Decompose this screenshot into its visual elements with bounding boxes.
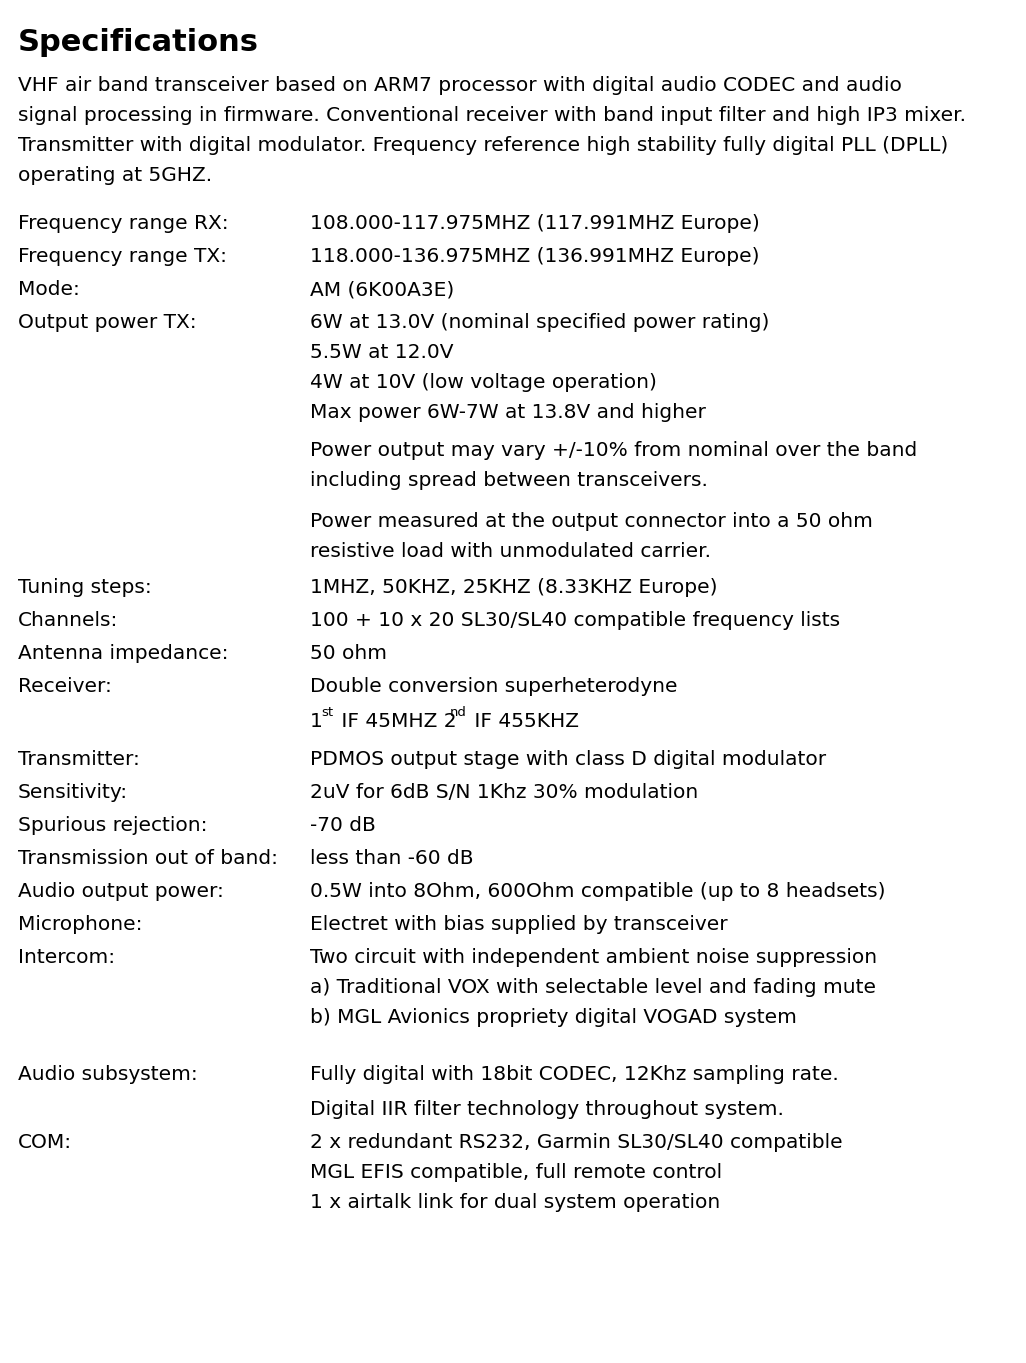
Text: PDMOS output stage with class D digital modulator: PDMOS output stage with class D digital … [310, 750, 826, 769]
Text: 6W at 13.0V (nominal specified power rating): 6W at 13.0V (nominal specified power rat… [310, 313, 770, 333]
Text: signal processing in firmware. Conventional receiver with band input filter and : signal processing in firmware. Conventio… [18, 106, 966, 125]
Text: 2 x redundant RS232, Garmin SL30/SL40 compatible: 2 x redundant RS232, Garmin SL30/SL40 co… [310, 1133, 842, 1152]
Text: 1: 1 [310, 711, 323, 731]
Text: Intercom:: Intercom: [18, 949, 115, 966]
Text: Audio output power:: Audio output power: [18, 882, 224, 901]
Text: IF 45MHZ 2: IF 45MHZ 2 [336, 711, 457, 731]
Text: Channels:: Channels: [18, 611, 118, 630]
Text: 4W at 10V (low voltage operation): 4W at 10V (low voltage operation) [310, 373, 657, 393]
Text: 1MHZ, 50KHZ, 25KHZ (8.33KHZ Europe): 1MHZ, 50KHZ, 25KHZ (8.33KHZ Europe) [310, 578, 717, 597]
Text: Power measured at the output connector into a 50 ohm: Power measured at the output connector i… [310, 512, 873, 532]
Text: -70 dB: -70 dB [310, 816, 376, 836]
Text: Output power TX:: Output power TX: [18, 313, 197, 333]
Text: 5.5W at 12.0V: 5.5W at 12.0V [310, 343, 453, 363]
Text: Spurious rejection:: Spurious rejection: [18, 816, 207, 836]
Text: Tuning steps:: Tuning steps: [18, 578, 152, 597]
Text: AM (6K00A3E): AM (6K00A3E) [310, 279, 455, 298]
Text: Sensitivity:: Sensitivity: [18, 782, 128, 801]
Text: nd: nd [450, 706, 467, 720]
Text: Transmitter:: Transmitter: [18, 750, 140, 769]
Text: resistive load with unmodulated carrier.: resistive load with unmodulated carrier. [310, 542, 711, 562]
Text: 1 x airtalk link for dual system operation: 1 x airtalk link for dual system operati… [310, 1193, 720, 1212]
Text: st: st [321, 706, 333, 720]
Text: 2uV for 6dB S/N 1Khz 30% modulation: 2uV for 6dB S/N 1Khz 30% modulation [310, 782, 699, 801]
Text: Transmission out of band:: Transmission out of band: [18, 849, 278, 868]
Text: MGL EFIS compatible, full remote control: MGL EFIS compatible, full remote control [310, 1163, 722, 1182]
Text: 108.000-117.975MHZ (117.991MHZ Europe): 108.000-117.975MHZ (117.991MHZ Europe) [310, 214, 759, 233]
Text: Digital IIR filter technology throughout system.: Digital IIR filter technology throughout… [310, 1100, 784, 1119]
Text: Electret with bias supplied by transceiver: Electret with bias supplied by transceiv… [310, 915, 727, 934]
Text: Mode:: Mode: [18, 279, 80, 298]
Text: including spread between transceivers.: including spread between transceivers. [310, 472, 708, 491]
Text: 118.000-136.975MHZ (136.991MHZ Europe): 118.000-136.975MHZ (136.991MHZ Europe) [310, 247, 759, 266]
Text: Max power 6W-7W at 13.8V and higher: Max power 6W-7W at 13.8V and higher [310, 403, 706, 423]
Text: operating at 5GHZ.: operating at 5GHZ. [18, 166, 212, 185]
Text: Frequency range RX:: Frequency range RX: [18, 214, 229, 233]
Text: Double conversion superheterodyne: Double conversion superheterodyne [310, 677, 677, 696]
Text: Audio subsystem:: Audio subsystem: [18, 1065, 198, 1084]
Text: 0.5W into 8Ohm, 600Ohm compatible (up to 8 headsets): 0.5W into 8Ohm, 600Ohm compatible (up to… [310, 882, 885, 901]
Text: Frequency range TX:: Frequency range TX: [18, 247, 227, 266]
Text: VHF air band transceiver based on ARM7 processor with digital audio CODEC and au: VHF air band transceiver based on ARM7 p… [18, 76, 902, 95]
Text: Specifications: Specifications [18, 29, 259, 57]
Text: Antenna impedance:: Antenna impedance: [18, 643, 229, 662]
Text: Two circuit with independent ambient noise suppression: Two circuit with independent ambient noi… [310, 949, 877, 966]
Text: Receiver:: Receiver: [18, 677, 112, 696]
Text: b) MGL Avionics propriety digital VOGAD system: b) MGL Avionics propriety digital VOGAD … [310, 1009, 797, 1026]
Text: 50 ohm: 50 ohm [310, 643, 387, 662]
Text: IF 455KHZ: IF 455KHZ [468, 711, 579, 731]
Text: Fully digital with 18bit CODEC, 12Khz sampling rate.: Fully digital with 18bit CODEC, 12Khz sa… [310, 1065, 838, 1084]
Text: 100 + 10 x 20 SL30/SL40 compatible frequency lists: 100 + 10 x 20 SL30/SL40 compatible frequ… [310, 611, 840, 630]
Text: Transmitter with digital modulator. Frequency reference high stability fully dig: Transmitter with digital modulator. Freq… [18, 136, 948, 155]
Text: Microphone:: Microphone: [18, 915, 143, 934]
Text: Power output may vary +/-10% from nominal over the band: Power output may vary +/-10% from nomina… [310, 442, 917, 459]
Text: a) Traditional VOX with selectable level and fading mute: a) Traditional VOX with selectable level… [310, 979, 876, 996]
Text: COM:: COM: [18, 1133, 72, 1152]
Text: less than -60 dB: less than -60 dB [310, 849, 474, 868]
